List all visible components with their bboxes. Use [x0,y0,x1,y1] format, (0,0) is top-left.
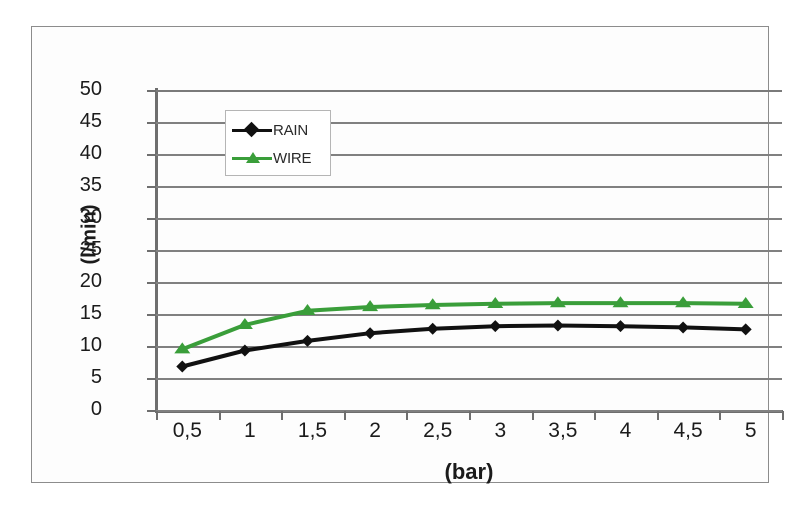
data-point-marker-wire [174,342,191,354]
y-tick-mark [147,122,156,124]
y-tick-label: 20 [79,270,102,292]
data-point-marker-wire [612,296,629,308]
legend-item-rain: RAIN [226,116,330,144]
data-point-marker-wire [675,296,692,308]
y-tick-mark [147,282,156,284]
series-line-wire [180,301,748,352]
y-tick-label: 50 [79,78,102,100]
y-tick-mark [147,154,156,156]
y-tick-label: 25 [79,238,102,260]
y-tick-mark [147,186,156,188]
data-point-marker-wire [487,296,504,308]
x-tick-label: 4,5 [673,419,703,442]
data-point-marker-rain [364,327,377,340]
legend-label-rain: RAIN [273,121,309,139]
diamond-marker-icon [232,120,272,140]
gridline [156,186,782,188]
data-point-marker-wire [236,318,253,330]
y-tick-mark [147,410,156,412]
data-point-marker-rain [426,322,439,335]
gridline [156,282,782,284]
y-tick-label: 10 [79,334,102,356]
x-tick-mark [594,411,597,420]
x-tick-label: 3 [494,419,507,442]
x-tick-mark [343,411,346,420]
x-tick-label: 2,5 [423,419,453,442]
gridline [156,218,782,220]
gridline [156,154,782,156]
x-tick-label: 5 [744,419,757,442]
x-tick-mark [782,411,784,420]
data-point-marker-wire [737,296,754,308]
data-point-marker-wire [549,296,566,308]
y-tick-mark [147,90,156,92]
x-tick-mark [531,411,534,420]
data-point-marker-rain [614,320,627,333]
x-tick-mark [469,411,471,420]
gridline [156,378,782,380]
x-tick-label: 2 [369,419,381,442]
gridline [156,250,782,252]
data-point-marker-rain [677,321,690,334]
y-tick-label: 35 [79,174,102,196]
x-tick-mark [406,411,409,420]
chart-legend: RAIN WIRE [225,110,331,176]
data-point-marker-rain [301,334,314,347]
data-point-marker-rain [739,323,752,336]
y-tick-mark [147,378,156,380]
data-point-marker-rain [489,320,502,333]
y-tick-label: 40 [79,142,102,164]
data-point-marker-rain [238,344,251,357]
data-point-marker-wire [424,298,441,310]
y-tick-mark [147,218,156,220]
x-tick-mark [281,411,284,420]
y-tick-mark [147,250,156,252]
gridline [156,90,782,92]
x-tick-label: 1 [244,419,256,442]
data-point-marker-rain [551,319,564,332]
gridline [156,122,782,124]
x-axis-title: (bar) [444,459,494,484]
x-tick-label: 0,5 [172,419,202,442]
data-series-layer [174,296,754,373]
data-point-marker-rain [176,360,189,373]
chart-frame: (l/min) 0 5 10 15 20 25 30 35 40 45 50 0,5 1 1,5 2 2,5… [31,26,784,484]
legend-label-wire: WIRE [273,149,312,167]
x-tick-mark [218,411,221,420]
x-tick-mark [656,411,659,420]
y-tick-mark [147,346,156,348]
x-tick-label: 4 [619,419,632,442]
y-tick-label: 5 [90,366,102,388]
y-tick-mark [147,314,156,316]
x-tick-label: 3,5 [548,419,578,442]
x-tick-label: 1,5 [297,419,328,442]
series-line-rain [180,323,748,369]
x-tick-mark [719,411,722,420]
y-tick-label: 0 [90,398,102,420]
y-tick-label: 15 [79,302,102,324]
x-tick-mark [156,411,158,420]
y-tick-label: 30 [79,206,102,228]
triangle-marker-icon [232,148,272,168]
data-point-marker-wire [299,303,316,315]
data-point-marker-wire [362,300,379,312]
y-tick-label: 45 [79,110,102,132]
gridline [156,346,782,348]
legend-item-wire: WIRE [226,144,330,172]
gridline [156,314,782,316]
